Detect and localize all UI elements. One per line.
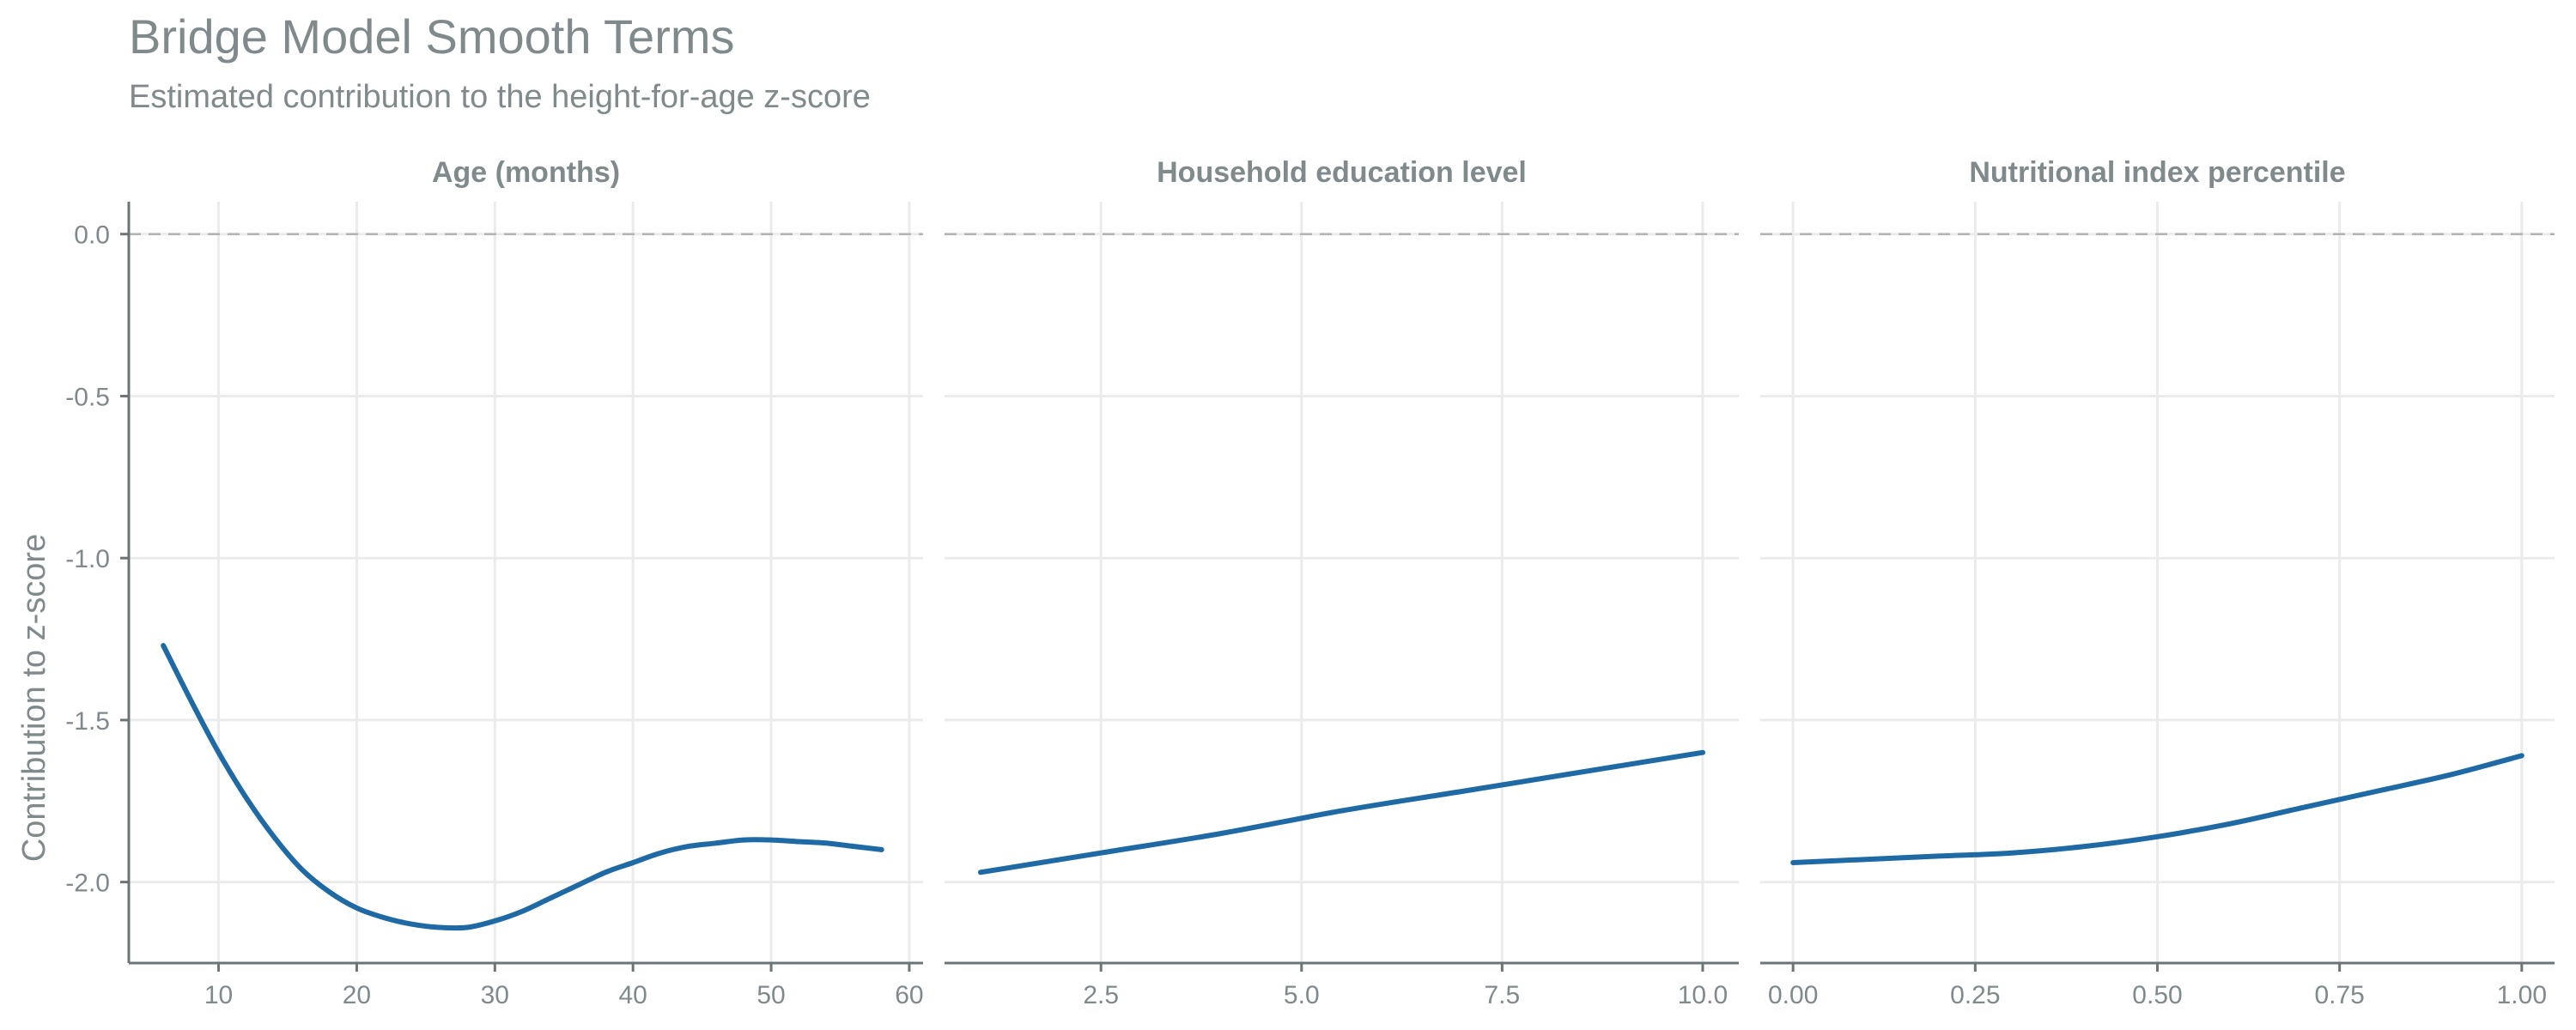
x-tick-label: 50 (756, 981, 785, 1009)
smooth-term-line (1790, 753, 2524, 865)
x-tick-label: 10.0 (1678, 981, 1728, 1009)
facet-panels: 0.0 -0.5 -1.0 -1.5 -2.0 Age (months) 10 20 30 40 5… (65, 156, 2555, 1009)
x-tick-label: 60 (895, 981, 923, 1009)
y-axis-label: Contribution to z-score (16, 534, 52, 862)
facet-title: Age (months) (432, 156, 620, 189)
x-tick-label: 30 (481, 981, 509, 1009)
y-tick-label: 0.0 (74, 221, 110, 250)
x-tick-label: 0.00 (1768, 981, 1818, 1009)
facet-title: Nutritional index percentile (1969, 156, 2345, 189)
x-tick-label: 0.25 (1950, 981, 2000, 1009)
x-tick-label: 0.50 (2132, 981, 2182, 1009)
y-tick-label: -1.5 (65, 707, 110, 736)
x-tick-label: 20 (343, 981, 371, 1009)
chart-title: Bridge Model Smooth Terms (129, 9, 735, 64)
x-tick-label: 10 (204, 981, 233, 1009)
smooth-term-line (978, 749, 1705, 876)
x-tick-label: 5.0 (1284, 981, 1320, 1009)
facet-panel-3: Nutritional index percentile 0.00 0.25 0.50… (1760, 156, 2555, 1009)
facet-panel-1: Age (months) 10 20 30 40 50 60 (120, 156, 924, 1009)
facet-title: Household education level (1157, 156, 1527, 189)
y-tick-label: -2.0 (65, 869, 110, 898)
smooth-term-line (161, 643, 884, 931)
y-tick-label: -1.0 (65, 545, 110, 573)
y-tick-label: -0.5 (65, 383, 110, 411)
chart-subtitle: Estimated contribution to the height-for… (129, 79, 871, 115)
facet-panel-2: Household education level 2.5 5.0 7.5 10.0 (945, 156, 1739, 1009)
x-tick-label: 0.75 (2314, 981, 2364, 1009)
x-tick-label: 1.00 (2497, 981, 2547, 1009)
x-tick-label: 7.5 (1485, 981, 1521, 1009)
x-tick-label: 40 (618, 981, 647, 1009)
x-tick-label: 2.5 (1083, 981, 1119, 1009)
